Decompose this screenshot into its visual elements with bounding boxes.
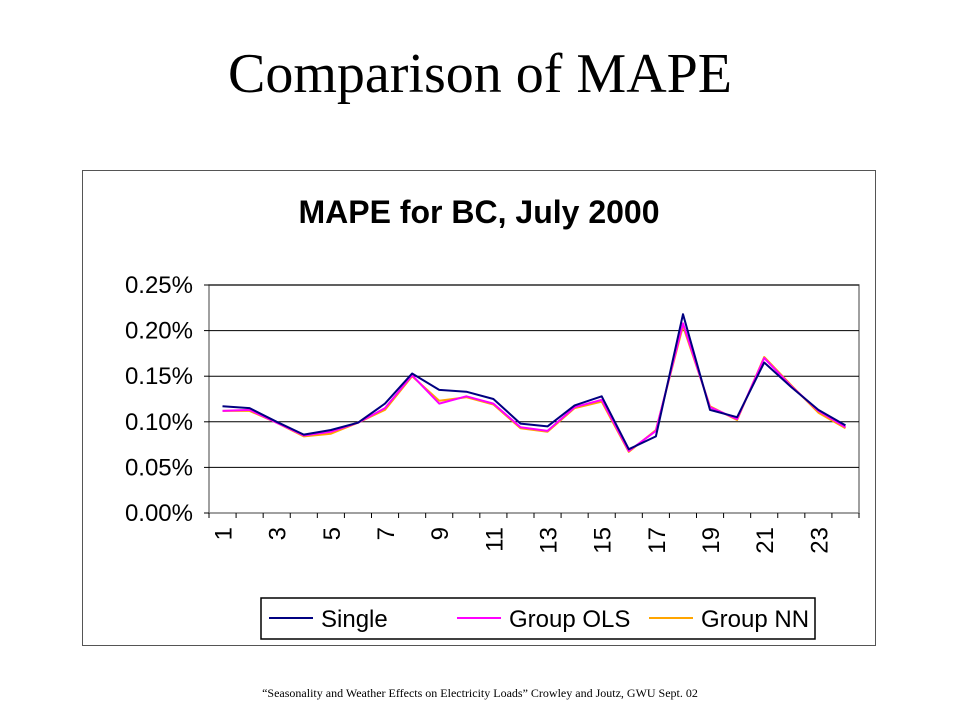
x-tick-label: 7 [373, 527, 400, 540]
x-axis: 1 3 5 7 9 11 13 15 17 19 21 23 [208, 513, 860, 554]
legend: Single Group OLS Group NN [260, 597, 816, 640]
x-tick-label: 15 [590, 527, 617, 554]
x-tick-label: 23 [806, 527, 833, 554]
series-lines [222, 313, 847, 453]
x-tick-label: 21 [752, 527, 779, 554]
x-tick-label: 17 [644, 527, 671, 554]
y-tick-label: 0.25% [125, 272, 193, 299]
legend-box [260, 597, 816, 640]
chart-frame: MAPE for BC, July 2000 0.00% 0.05% 0.10% 0.… [82, 170, 876, 646]
y-tick-label: 0.05% [125, 454, 193, 481]
y-tick-label: 0.00% [125, 500, 193, 527]
footer-citation: “Seasonality and Weather Effects on Elec… [262, 686, 698, 700]
legend-label-single: Single [321, 606, 388, 633]
y-tick-label: 0.20% [125, 318, 193, 345]
series-line-single [222, 313, 846, 451]
x-tick-label: 19 [698, 527, 725, 554]
line-chart: MAPE for BC, July 2000 0.00%0.05%0.10%0.… [125, 194, 860, 640]
x-tick-label: 13 [536, 527, 563, 554]
y-tick-label: 0.10% [125, 409, 193, 436]
x-tick-label: 5 [319, 527, 346, 540]
x-tick-label: 3 [265, 527, 292, 540]
plot-area [208, 284, 860, 514]
chart-title: MAPE for BC, July 2000 [299, 194, 660, 230]
x-tick-label: 11 [481, 527, 508, 552]
legend-label-group-ols: Group OLS [509, 606, 630, 633]
gridlines [209, 284, 859, 468]
y-axis: 0.00% 0.05% 0.10% 0.15% 0.20% 0.25% [125, 272, 209, 527]
x-tick-label: 1 [211, 527, 238, 540]
legend-label-group-nn: Group NN [701, 606, 809, 633]
x-tick-label: 9 [427, 527, 454, 540]
y-tick-label: 0.15% [125, 363, 193, 390]
slide-title: Comparison of MAPE [228, 43, 732, 105]
